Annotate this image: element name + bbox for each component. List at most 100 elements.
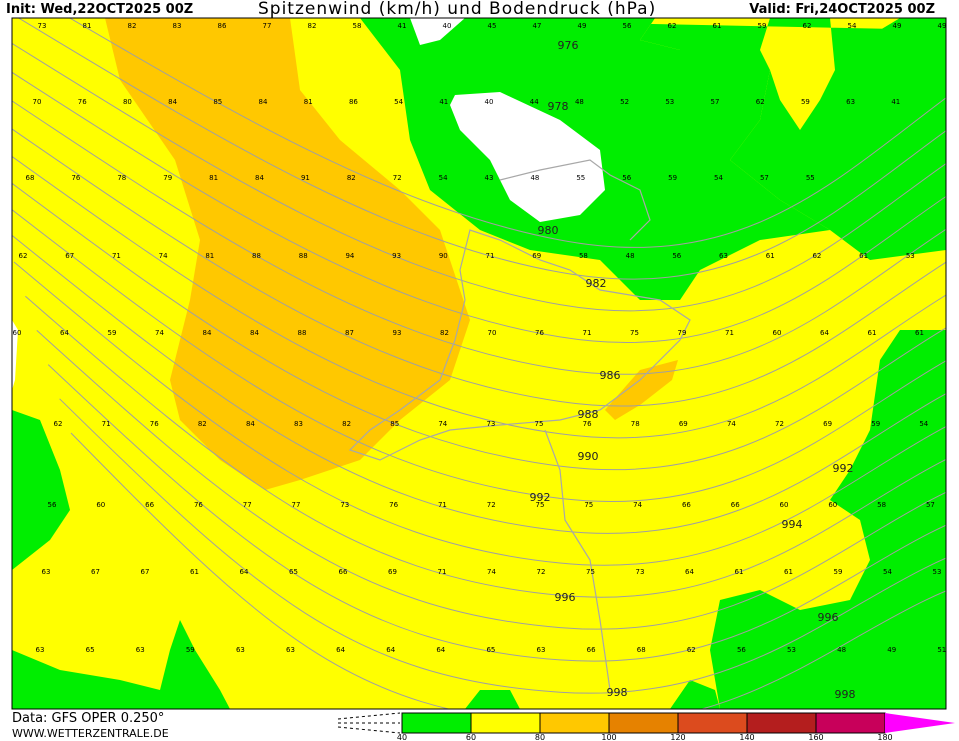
wind-speed-label: 64 (60, 329, 69, 337)
wind-speed-label: 76 (78, 98, 87, 106)
wind-speed-label: 84 (168, 98, 177, 106)
wind-speed-label: 62 (803, 22, 812, 30)
wind-speed-label: 72 (393, 174, 402, 182)
wind-speed-label: 56 (622, 174, 631, 182)
wind-speed-label: 62 (19, 252, 28, 260)
wind-speed-label: 40 (443, 22, 452, 30)
wind-speed-label: 64 (820, 329, 829, 337)
wind-speed-label: 66 (145, 501, 154, 509)
wind-speed-label: 45 (488, 22, 497, 30)
coastlines (348, 159, 691, 691)
wind-speed-label: 41 (398, 22, 407, 30)
wind-speed-label: 58 (877, 501, 886, 509)
wind-speed-label: 47 (533, 22, 542, 30)
wind-speed-label: 84 (259, 98, 268, 106)
wind-speed-label: 81 (304, 98, 313, 106)
wind-speed-label: 51 (937, 646, 946, 654)
wind-speed-label: 86 (349, 98, 358, 106)
wind-speed-label: 71 (486, 252, 495, 260)
isobar-label: 980 (538, 224, 559, 237)
isobar (12, 100, 946, 375)
wind-speed-label: 61 (766, 252, 775, 260)
wind-speed-label: 54 (848, 22, 857, 30)
wind-speed-label: 72 (537, 568, 546, 576)
wind-speed-label: 66 (587, 646, 596, 654)
wind-speed-label: 64 (436, 646, 445, 654)
wind-zone-40-60-south (465, 680, 720, 709)
wind-speed-label: 64 (386, 646, 395, 654)
wind-speed-label: 82 (342, 420, 351, 428)
legend-tick: 180 (877, 733, 892, 741)
legend-tick: 60 (466, 733, 476, 741)
legend-swatch (815, 712, 886, 734)
wind-speed-label: 75 (535, 420, 544, 428)
map-title: Spitzenwind (km/h) und Bodendruck (hPa) (258, 0, 657, 19)
wind-speed-label: 71 (725, 329, 734, 337)
wind-speed-label: 56 (737, 646, 746, 654)
wind-speed-label: 61 (859, 252, 868, 260)
wind-speed-label: 56 (48, 501, 57, 509)
wind-speed-label: 77 (292, 501, 301, 509)
legend-tick: 120 (670, 733, 685, 741)
wind-speed-label: 74 (727, 420, 736, 428)
wind-speed-label: 56 (672, 252, 681, 260)
legend-swatch-max (885, 713, 955, 733)
isobar (12, 209, 946, 503)
wind-speed-label: 81 (205, 252, 214, 260)
calm-zone-center (450, 92, 605, 222)
wind-speed-label: 73 (636, 568, 645, 576)
legend-below-40 (337, 712, 401, 734)
wind-speed-label: 85 (390, 420, 399, 428)
wind-speed-label: 60 (773, 329, 782, 337)
wind-speed-label: 73 (486, 420, 495, 428)
wind-speed-label: 48 (626, 252, 635, 260)
wind-speed-label: 75 (536, 501, 545, 509)
wind-speed-label: 71 (438, 568, 447, 576)
wind-speed-label: 67 (91, 568, 100, 576)
isobar (12, 155, 946, 439)
wind-speed-label: 78 (117, 174, 126, 182)
legend-swatch (608, 712, 679, 734)
wind-speed-label: 62 (668, 22, 677, 30)
wind-speed-label: 57 (760, 174, 769, 182)
wind-speed-label: 85 (213, 98, 222, 106)
wind-speed-label: 59 (668, 174, 677, 182)
wind-speed-label: 49 (578, 22, 587, 30)
wind-speed-label: 54 (394, 98, 403, 106)
wind-speed-label: 94 (345, 252, 354, 260)
wind-speed-label: 44 (530, 98, 539, 106)
data-source: Data: GFS OPER 0.250° (12, 711, 165, 726)
valid-time: Valid: Fri,24OCT2025 00Z (749, 2, 935, 17)
wind-speed-label: 64 (240, 568, 249, 576)
wind-speed-label: 57 (926, 501, 935, 509)
wind-speed-label: 82 (198, 420, 207, 428)
isobar (70, 432, 946, 709)
wind-speed-label: 60 (828, 501, 837, 509)
wind-speed-label: 65 (486, 646, 495, 654)
wind-speed-label: 71 (583, 329, 592, 337)
wind-speed-label: 48 (837, 646, 846, 654)
wind-speed-label: 69 (823, 420, 832, 428)
wind-speed-label: 81 (209, 174, 218, 182)
wind-speed-label: 59 (758, 22, 767, 30)
wind-speed-label: 72 (487, 501, 496, 509)
wind-speed-label: 70 (33, 98, 42, 106)
isobar-label: 996 (555, 591, 576, 604)
wind-speed-label: 70 (488, 329, 497, 337)
wind-speed-label: 63 (286, 646, 295, 654)
wind-speed-label: 69 (532, 252, 541, 260)
isobar-label: 992 (833, 462, 854, 475)
wind-speed-label: 87 (345, 329, 354, 337)
wind-speed-label: 59 (834, 568, 843, 576)
wind-speed-label: 63 (36, 646, 45, 654)
wind-speed-label: 63 (846, 98, 855, 106)
wind-speed-label: 66 (339, 568, 348, 576)
wind-speed-label: 73 (38, 22, 47, 30)
wind-speed-label: 68 (26, 174, 35, 182)
wind-speed-label: 64 (336, 646, 345, 654)
wind-speed-label: 53 (787, 646, 796, 654)
legend-tick: 140 (739, 733, 754, 741)
map-frame (11, 17, 947, 710)
wind-speed-label: 88 (298, 329, 307, 337)
wind-speed-label: 53 (933, 568, 942, 576)
